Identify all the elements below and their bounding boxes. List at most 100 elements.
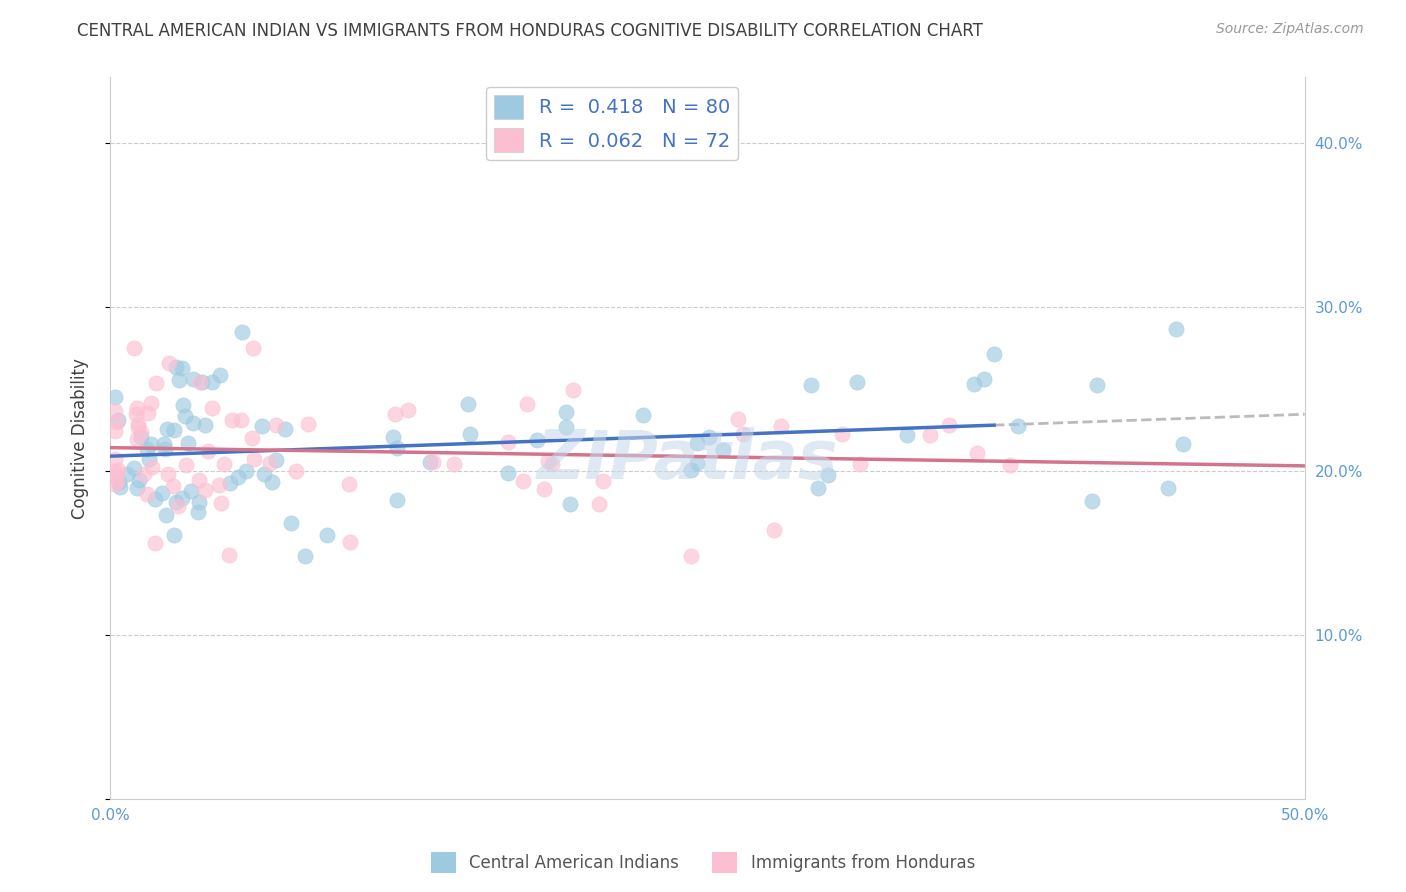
- Point: [105, 415, 128, 429]
- Point: [382, 430, 405, 444]
- Point: [419, 455, 441, 469]
- Point: [155, 508, 177, 523]
- Point: [1080, 493, 1102, 508]
- Point: [498, 434, 520, 449]
- Point: [141, 460, 163, 475]
- Point: [631, 409, 654, 423]
- Point: [1157, 481, 1180, 495]
- Legend: R =  0.418   N = 80, R =  0.062   N = 72: R = 0.418 N = 80, R = 0.062 N = 72: [486, 87, 738, 160]
- Point: [274, 422, 297, 436]
- Point: [208, 478, 231, 492]
- Point: [187, 495, 209, 509]
- Point: [145, 376, 167, 391]
- Point: [128, 473, 150, 487]
- Point: [156, 467, 179, 482]
- Point: [194, 417, 217, 432]
- Point: [187, 504, 209, 518]
- Point: [201, 375, 224, 389]
- Point: [963, 376, 986, 391]
- Point: [264, 453, 287, 467]
- Point: [136, 442, 159, 456]
- Point: [172, 360, 194, 375]
- Legend: Central American Indians, Immigrants from Honduras: Central American Indians, Immigrants fro…: [425, 846, 981, 880]
- Point: [105, 474, 128, 488]
- Point: [807, 482, 830, 496]
- Point: [533, 482, 555, 496]
- Point: [554, 405, 576, 419]
- Point: [686, 456, 709, 470]
- Point: [166, 359, 188, 374]
- Point: [212, 458, 235, 472]
- Point: [260, 475, 283, 489]
- Point: [592, 474, 614, 488]
- Point: [496, 466, 519, 480]
- Point: [127, 432, 149, 446]
- Text: CENTRAL AMERICAN INDIAN VS IMMIGRANTS FROM HONDURAS COGNITIVE DISABILITY CORRELA: CENTRAL AMERICAN INDIAN VS IMMIGRANTS FR…: [77, 22, 983, 40]
- Point: [457, 396, 479, 410]
- Point: [512, 474, 534, 488]
- Point: [127, 419, 149, 434]
- Point: [104, 452, 127, 467]
- Point: [679, 463, 702, 477]
- Point: [316, 527, 339, 541]
- Point: [1171, 437, 1194, 451]
- Point: [107, 463, 129, 477]
- Point: [181, 372, 204, 386]
- Point: [384, 407, 406, 421]
- Point: [973, 372, 995, 386]
- Point: [138, 451, 160, 466]
- Point: [537, 453, 560, 467]
- Point: [731, 427, 754, 442]
- Point: [180, 483, 202, 498]
- Point: [385, 492, 408, 507]
- Point: [264, 417, 287, 432]
- Point: [131, 430, 153, 444]
- Point: [697, 430, 720, 444]
- Point: [170, 491, 193, 506]
- Point: [918, 428, 941, 442]
- Point: [150, 485, 173, 500]
- Point: [848, 458, 870, 472]
- Point: [1007, 419, 1029, 434]
- Point: [526, 433, 548, 447]
- Point: [125, 407, 148, 421]
- Point: [219, 476, 242, 491]
- Point: [208, 368, 231, 383]
- Point: [127, 417, 149, 432]
- Point: [998, 458, 1021, 473]
- Point: [156, 422, 179, 436]
- Point: [831, 427, 853, 442]
- Point: [231, 325, 253, 339]
- Point: [115, 467, 138, 481]
- Point: [259, 456, 281, 470]
- Point: [174, 409, 197, 423]
- Point: [167, 500, 190, 514]
- Point: [242, 451, 264, 466]
- Point: [139, 437, 162, 451]
- Text: ZIPat: ZIPat: [537, 426, 731, 492]
- Text: Source: ZipAtlas.com: Source: ZipAtlas.com: [1216, 22, 1364, 37]
- Point: [209, 496, 232, 510]
- Y-axis label: Cognitive Disability: Cognitive Disability: [72, 358, 89, 518]
- Point: [104, 425, 127, 439]
- Text: las: las: [731, 426, 839, 492]
- Point: [516, 397, 538, 411]
- Point: [896, 428, 918, 442]
- Point: [845, 375, 868, 389]
- Point: [280, 516, 302, 530]
- Point: [966, 446, 988, 460]
- Point: [165, 495, 187, 509]
- Point: [108, 475, 131, 490]
- Point: [163, 423, 186, 437]
- Point: [122, 460, 145, 475]
- Point: [172, 398, 194, 412]
- Point: [155, 442, 177, 457]
- Point: [294, 549, 316, 563]
- Point: [125, 401, 148, 415]
- Point: [443, 457, 465, 471]
- Point: [253, 467, 276, 482]
- Point: [104, 390, 127, 404]
- Point: [1085, 378, 1108, 392]
- Point: [337, 477, 360, 491]
- Point: [727, 412, 749, 426]
